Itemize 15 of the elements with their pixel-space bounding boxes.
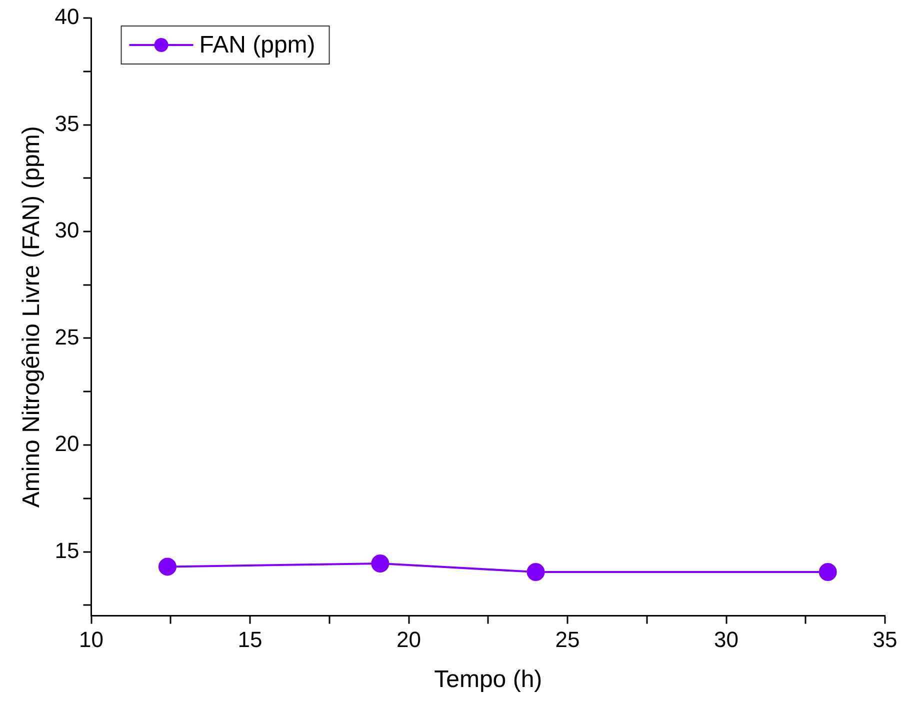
x-tick-label: 15 [238, 627, 262, 652]
x-tick-label: 20 [396, 627, 422, 652]
x-axis-title: Tempo (h) [434, 666, 542, 694]
y-tick-label: 40 [54, 4, 80, 30]
y-axis-title: Amino Nitrogênio Livre (FAN) (ppm) [18, 126, 46, 508]
y-tick-label: 25 [54, 324, 80, 350]
y-tick-label: 35 [54, 110, 80, 136]
y-tick-label: 20 [54, 431, 80, 456]
x-tick-label: 35 [872, 627, 898, 652]
legend-label: FAN (ppm) [199, 32, 316, 59]
y-tick-label: 30 [54, 218, 80, 243]
x-tick-label: 25 [555, 627, 580, 652]
y-tick-label: 15 [54, 538, 80, 563]
x-tick-label: 30 [714, 627, 738, 652]
x-tick-label: 10 [79, 627, 104, 652]
